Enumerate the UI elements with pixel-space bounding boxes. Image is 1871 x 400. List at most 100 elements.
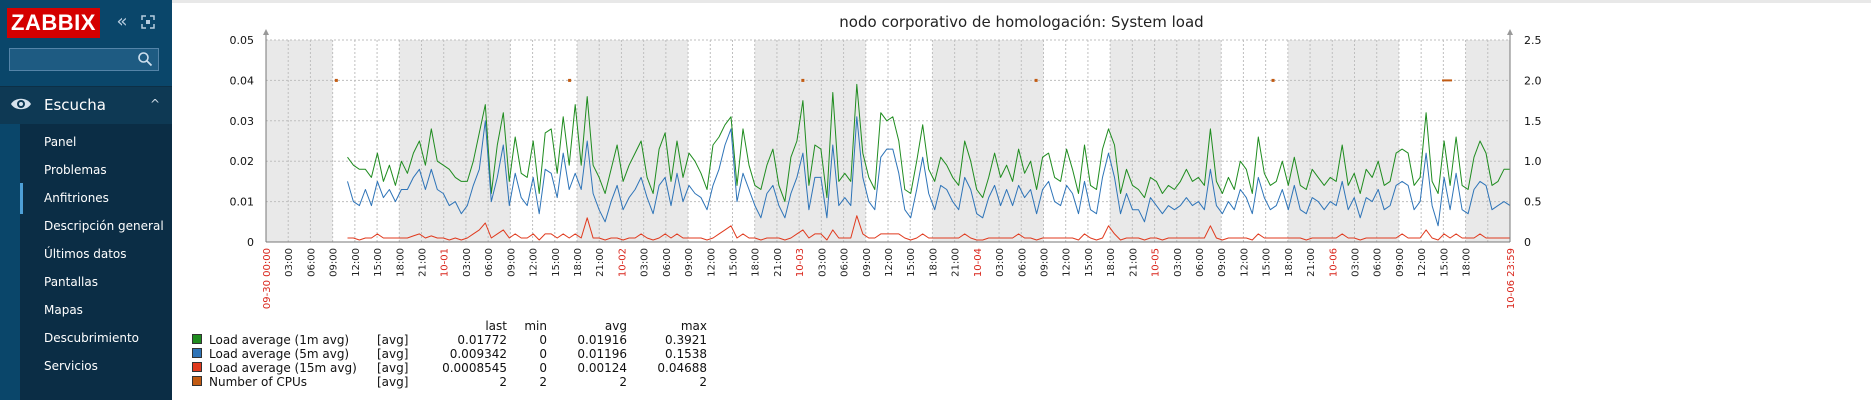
top-divider bbox=[172, 0, 1871, 3]
menu-item-latest-data[interactable]: Últimos datos bbox=[44, 247, 127, 261]
eye-icon bbox=[10, 95, 32, 117]
menu-item-maps[interactable]: Mapas bbox=[44, 303, 83, 317]
y-left-tick-label: 0.02 bbox=[230, 155, 255, 168]
search-box bbox=[9, 48, 159, 71]
y-left-tick-label: 0.03 bbox=[230, 115, 255, 128]
legend-row-load-15m: Load average (15m avg) [avg] 0.0008545 0… bbox=[192, 361, 712, 375]
x-day-label: 10-03 bbox=[795, 248, 806, 277]
legend-max: 0.3921 bbox=[665, 333, 707, 347]
legend-avg: 0.01916 bbox=[577, 333, 627, 347]
legend-swatch bbox=[192, 362, 202, 372]
legend-func: [avg] bbox=[377, 361, 409, 375]
x-hour-label: 15:00 bbox=[373, 248, 384, 277]
y-right-tick-label: 1.0 bbox=[1524, 155, 1542, 168]
x-hour-label: 21:00 bbox=[595, 248, 606, 277]
cpu-point bbox=[801, 78, 805, 82]
legend-name: Number of CPUs bbox=[209, 375, 308, 389]
legend-avg: 2 bbox=[619, 375, 627, 389]
legend-header-avg: avg bbox=[604, 319, 627, 333]
x-hour-label: 21:00 bbox=[951, 248, 962, 277]
legend-func: [avg] bbox=[377, 333, 409, 347]
y-right-axis-arrow bbox=[1507, 29, 1513, 35]
y-right-ticks: 0 0.5 1.0 1.5 2.0 2.5 bbox=[1524, 34, 1542, 249]
x-hour-label: 15:00 bbox=[551, 248, 562, 277]
x-hour-label: 06:00 bbox=[306, 248, 317, 277]
x-day-label: 10-05 bbox=[1151, 248, 1162, 277]
legend-func: [avg] bbox=[377, 375, 409, 389]
x-tick-labels: 09-30 00:00 10-06 23:59 03:00 06:00 09:00 12:… bbox=[262, 248, 1517, 309]
x-hour-label: 21:00 bbox=[773, 248, 784, 277]
y-right-tick-label: 1.5 bbox=[1524, 115, 1542, 128]
legend-header-min: min bbox=[524, 319, 547, 333]
x-hour-label: 03:00 bbox=[1173, 248, 1184, 277]
x-hour-label: 12:00 bbox=[1239, 248, 1250, 277]
cpu-points bbox=[334, 78, 1453, 82]
x-hour-label: 15:00 bbox=[1084, 248, 1095, 277]
menu-section-monitoring[interactable]: Escucha ^ bbox=[0, 86, 172, 124]
x-day-label: 10-01 bbox=[440, 248, 451, 277]
cpu-point bbox=[1271, 78, 1275, 82]
x-day-label: 10-04 bbox=[973, 248, 984, 277]
x-hour-label: 03:00 bbox=[462, 248, 473, 277]
kiosk-mode-icon[interactable] bbox=[136, 10, 160, 34]
search-input[interactable] bbox=[10, 49, 147, 71]
menu-item-services[interactable]: Servicios bbox=[44, 359, 98, 373]
x-hour-label: 12:00 bbox=[529, 248, 540, 277]
chevron-up-icon[interactable]: ^ bbox=[150, 97, 161, 111]
x-hour-label: 06:00 bbox=[840, 248, 851, 277]
x-day-label: 10-06 bbox=[1328, 248, 1339, 277]
menu-item-problems[interactable]: Problemas bbox=[44, 163, 107, 177]
zabbix-logo[interactable]: ZABBIX bbox=[7, 8, 100, 38]
x-hour-label: 21:00 bbox=[418, 248, 429, 277]
menu-item-hosts[interactable]: Anfitriones bbox=[20, 183, 172, 214]
y-right-tick-label: 0.5 bbox=[1524, 196, 1542, 209]
submenu: Panel Problemas Anfitriones Descripción … bbox=[20, 124, 172, 400]
night-band bbox=[399, 40, 511, 242]
series-line-2 bbox=[347, 215, 1510, 241]
x-hour-label: 06:00 bbox=[484, 248, 495, 277]
x-hour-label: 15:00 bbox=[729, 248, 740, 277]
x-hour-label: 18:00 bbox=[1284, 248, 1295, 277]
y-right-tick-label: 2.0 bbox=[1524, 74, 1542, 87]
axes bbox=[263, 29, 1513, 243]
legend-name: Load average (1m avg) bbox=[209, 333, 350, 347]
legend-header-max: max bbox=[680, 319, 707, 333]
x-hour-label: 12:00 bbox=[351, 248, 362, 277]
menu-item-discovery[interactable]: Descubrimiento bbox=[44, 331, 140, 345]
legend-last: 0.0008545 bbox=[442, 361, 507, 375]
night-band bbox=[577, 40, 689, 242]
x-hour-label: 12:00 bbox=[706, 248, 717, 277]
legend-func: [avg] bbox=[377, 347, 409, 361]
menu-item-panel[interactable]: Panel bbox=[44, 135, 77, 149]
legend-max: 0.1538 bbox=[665, 347, 707, 361]
y-left-axis-arrow bbox=[263, 29, 269, 35]
x-hour-label: 15:00 bbox=[1439, 248, 1450, 277]
x-hour-label: 09:00 bbox=[862, 248, 873, 277]
system-load-graph[interactable]: 0 0.01 0.02 0.03 0.04 0.05 0 0.5 1.0 1.5 2.0 2.5 0… bbox=[172, 0, 1871, 400]
cpu-point bbox=[568, 78, 572, 82]
legend-min: 0 bbox=[539, 361, 547, 375]
night-band bbox=[1287, 40, 1399, 242]
y-left-tick-label: 0.01 bbox=[230, 196, 255, 209]
collapse-sidebar-icon[interactable]: « bbox=[116, 11, 128, 32]
legend-avg: 0.00124 bbox=[577, 361, 627, 375]
cpu-point bbox=[334, 78, 338, 82]
x-hour-label: 09:00 bbox=[684, 248, 695, 277]
x-hour-label: 03:00 bbox=[284, 248, 295, 277]
x-hour-label: 03:00 bbox=[1351, 248, 1362, 277]
x-hour-label: 15:00 bbox=[1262, 248, 1273, 277]
menu-item-overview[interactable]: Descripción general bbox=[44, 219, 164, 233]
search-icon[interactable] bbox=[137, 51, 155, 69]
graph-title: nodo corporativo de homologación: System… bbox=[839, 13, 1204, 31]
x-hour-label: 18:00 bbox=[1462, 248, 1473, 277]
x-hour-label: 21:00 bbox=[1306, 248, 1317, 277]
x-hour-label: 12:00 bbox=[1062, 248, 1073, 277]
x-hour-label: 12:00 bbox=[884, 248, 895, 277]
x-end-label: 10-06 23:59 bbox=[1506, 248, 1517, 309]
series-lines bbox=[347, 83, 1511, 241]
x-hour-label: 09:00 bbox=[1395, 248, 1406, 277]
legend-min: 2 bbox=[539, 375, 547, 389]
series-line-0 bbox=[347, 83, 1510, 203]
legend-row-cpus: Number of CPUs [avg] 2 2 2 2 bbox=[192, 375, 712, 389]
menu-item-screens[interactable]: Pantallas bbox=[44, 275, 98, 289]
